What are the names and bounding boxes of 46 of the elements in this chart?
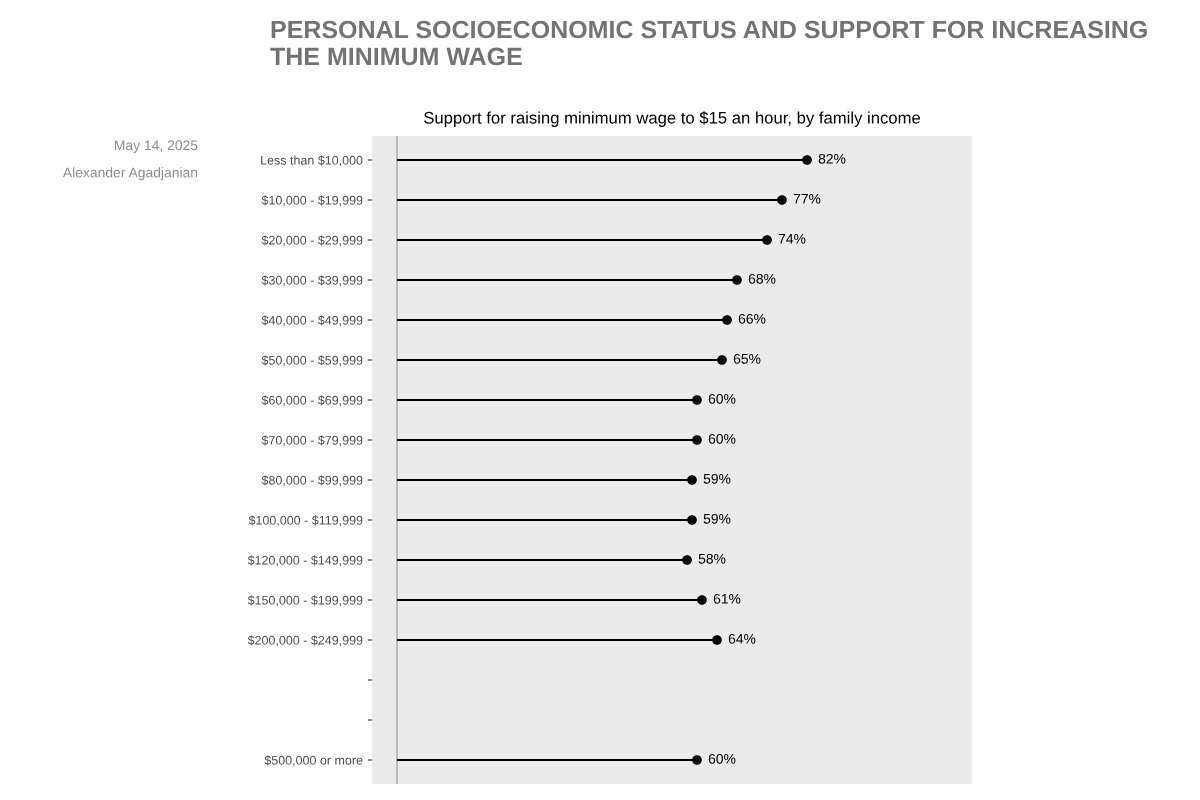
data-label: 60% [708,753,736,764]
point [692,395,702,405]
y-tick-label: $500,000 or more [264,755,363,767]
data-label: 66% [738,313,766,324]
data-label: 59% [703,513,731,524]
y-tick-label: $150,000 - $199,999 [247,595,363,607]
point [687,515,697,525]
point [777,195,787,205]
data-label: 82% [818,153,846,164]
data-label: 74% [778,233,806,244]
y-tick-label: $120,000 - $149,999 [247,555,363,567]
point [732,275,742,285]
data-label: 59% [703,473,731,484]
data-label: 60% [708,393,736,404]
point [692,755,702,765]
point [722,315,732,325]
data-label: 58% [698,553,726,564]
point [682,555,692,565]
data-label: 77% [793,193,821,204]
y-tick-label: Less than $10,000 [261,155,363,167]
y-tick-label: $20,000 - $29,999 [261,235,363,247]
chart-title: PERSONAL SOCIOECONOMIC STATUS AND SUPPORT FOR INCREASING THE MINIMUM WAGE [270,20,1147,66]
data-label: 64% [728,633,756,644]
data-label: 61% [713,593,741,604]
y-tick-label: $80,000 - $99,999 [261,475,363,487]
y-tick-label: $10,000 - $19,999 [261,195,363,207]
point [697,595,707,605]
point [687,475,697,485]
y-tick-label: $40,000 - $49,999 [261,315,363,327]
data-label: 68% [748,273,776,284]
point [712,635,722,645]
y-tick-label: $30,000 - $39,999 [261,275,363,287]
point [717,355,727,365]
text: May 14, 2025 [114,140,198,153]
y-tick-label: $200,000 - $249,999 [247,635,363,647]
point [692,435,702,445]
text: Alexander Agadjanian [62,167,198,181]
point [802,155,812,165]
point [762,235,772,245]
data-label: 60% [708,433,736,444]
y-tick-label: $100,000 - $119,999 [248,515,363,527]
y-tick-label: $60,000 - $69,999 [261,395,363,407]
y-tick-label: $50,000 - $59,999 [261,355,363,367]
data-label: 65% [733,353,761,364]
chart-subtitle: Support for raising minimum wage to $15 an hour, by family income [424,111,921,127]
y-tick-label: $70,000 - $79,999 [261,435,363,447]
